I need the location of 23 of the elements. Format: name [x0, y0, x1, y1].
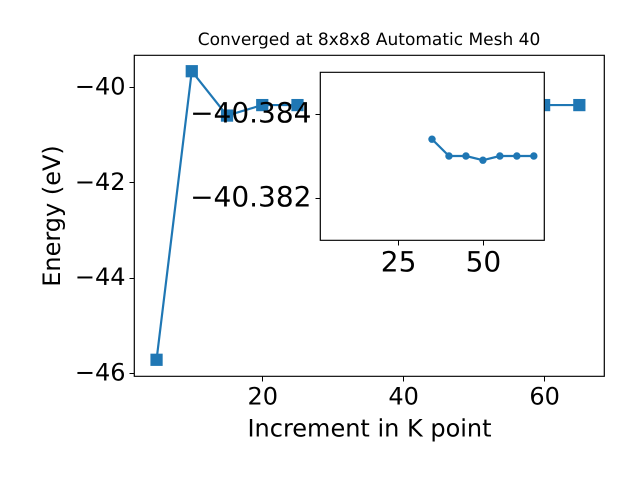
point — [445, 152, 453, 160]
x-tick-label: 20 — [247, 382, 278, 410]
point — [462, 152, 470, 160]
x-axis-title: Increment in K point — [247, 414, 492, 442]
y-tick-label: −44 — [74, 263, 126, 292]
point — [428, 136, 436, 143]
point — [530, 152, 538, 160]
x-tick-label: 50 — [466, 246, 502, 278]
point — [150, 354, 163, 366]
x-tick-label: 40 — [388, 382, 419, 410]
y-tick-label: −46 — [74, 358, 126, 387]
y-tick-label: −42 — [74, 168, 126, 196]
point — [513, 152, 521, 160]
y-axis-title: Energy (eV) — [38, 145, 66, 287]
point — [186, 65, 198, 78]
point — [573, 98, 586, 112]
y-tick-label: −40.382 — [190, 180, 312, 214]
point — [479, 156, 487, 164]
x-tick-label: 25 — [380, 246, 416, 278]
point — [496, 152, 504, 160]
x-tick-label: 60 — [529, 382, 560, 410]
chart-title: Converged at 8x8x8 Automatic Mesh 40 — [198, 30, 540, 50]
y-tick-label: −40 — [74, 72, 126, 100]
